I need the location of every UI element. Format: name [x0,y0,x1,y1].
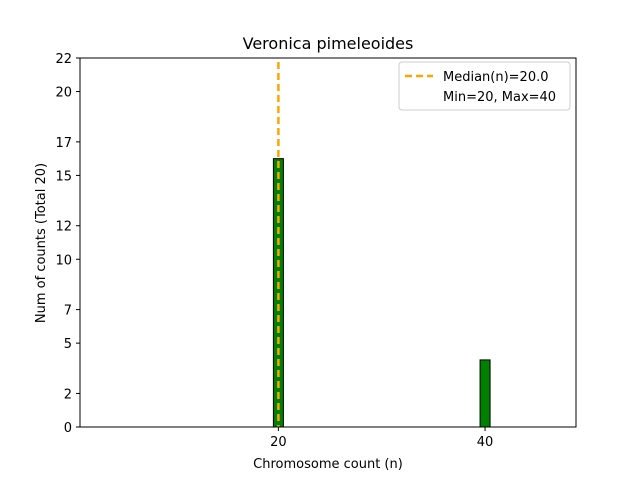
x-tick-label: 20 [270,435,287,450]
legend-entry-median: Median(n)=20.0 [443,70,549,85]
legend-box [398,61,571,111]
legend-entry-minmax: Min=20, Max=40 [443,90,556,105]
y-tick-label: 12 [55,220,72,235]
legend: Median(n)=20.0 Min=20, Max=40 [398,61,571,111]
bar-40 [479,359,491,428]
x-tick-label: 40 [477,435,494,450]
y-tick-label: 20 [55,86,72,101]
y-tick-label: 7 [64,304,72,319]
y-tick-label: 17 [55,136,72,151]
x-axis: 20 40 [270,427,493,450]
y-tick-label: 2 [64,387,72,402]
y-tick-label: 0 [64,421,72,436]
y-tick-label: 15 [55,169,72,184]
y-tick-label: 22 [55,52,72,67]
y-tick-label: 5 [64,337,72,352]
y-axis: 0 2 5 7 10 12 15 17 20 22 [55,52,80,436]
y-tick-label: 10 [55,253,72,268]
plot-frame [79,57,577,428]
x-axis-label: Chromosome count (n) [253,457,403,472]
chart-title: Veronica pimeleoides [243,34,414,53]
bars-layer [83,158,529,428]
y-axis-label: Num of counts (Total 20) [34,163,49,323]
